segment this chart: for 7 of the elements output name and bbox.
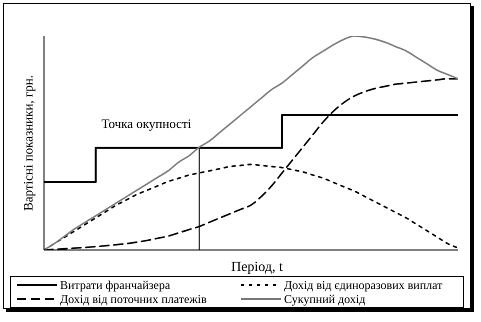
annotation: Точка окупності	[102, 116, 192, 131]
legend-label: Сукупний дохід	[284, 292, 366, 306]
y-axis-title: Вартісні показники, грн.	[20, 75, 36, 211]
legend-label: Дохід від поточних платежів	[60, 292, 207, 306]
legend-label: Витрати франчайзера	[60, 278, 170, 292]
x-axis-title: Період, t	[230, 260, 284, 276]
legend-label: Дохід від єдиноразових виплат	[284, 278, 442, 292]
